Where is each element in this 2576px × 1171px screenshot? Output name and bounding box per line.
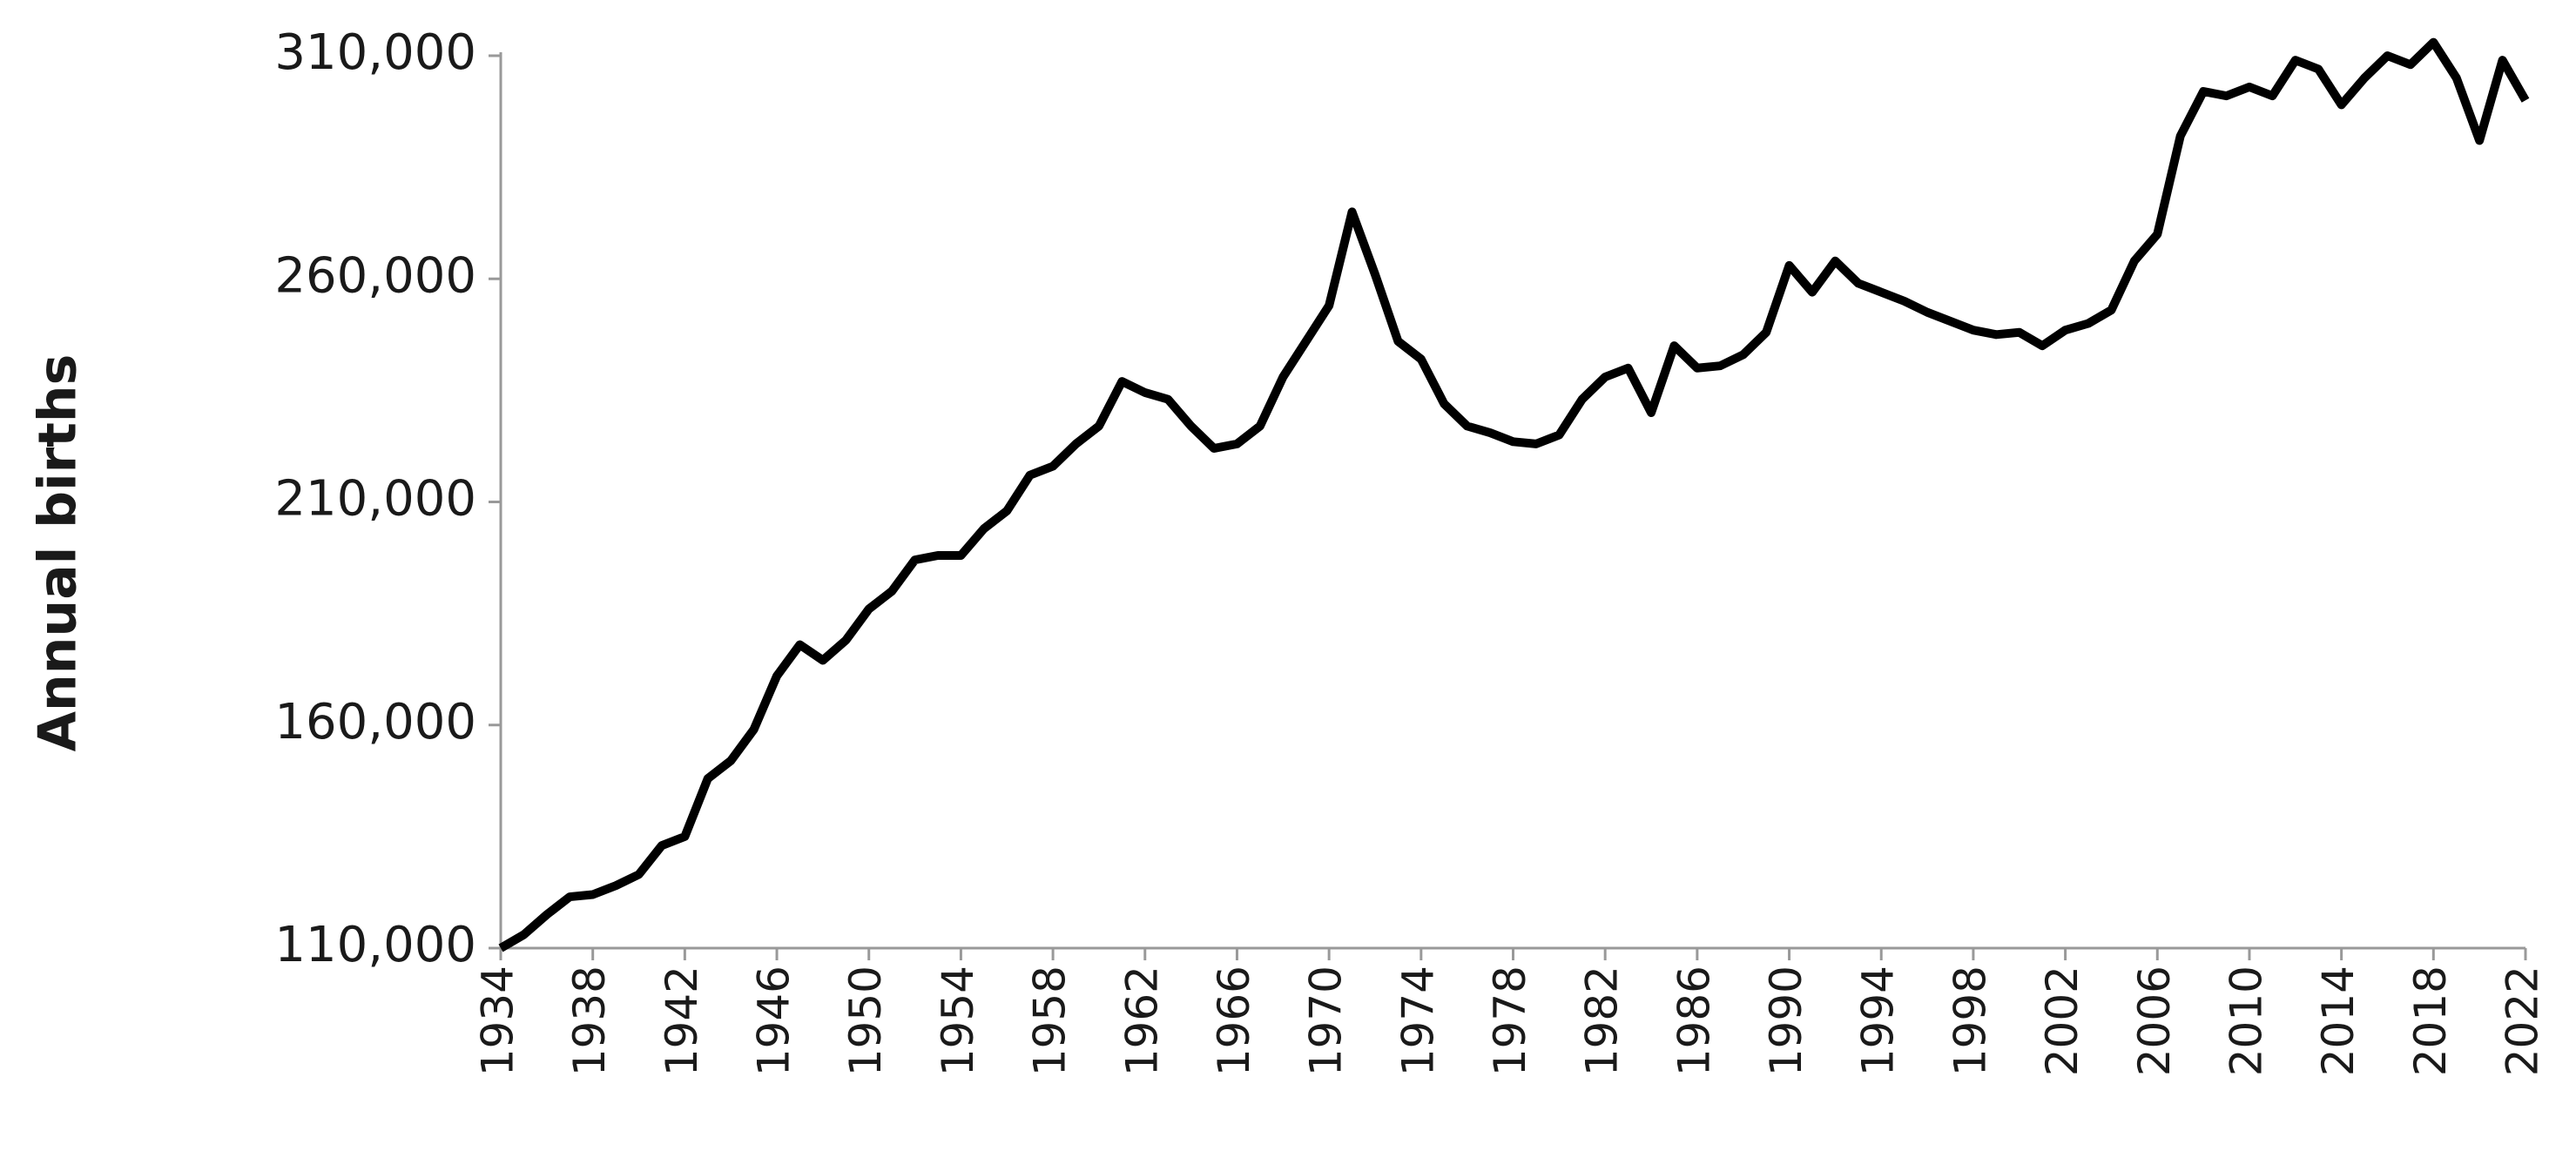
x-tick-label: 2014 xyxy=(2313,966,2364,1076)
x-tick-label: 1974 xyxy=(1393,966,1443,1076)
x-tick-label: 1934 xyxy=(473,966,523,1076)
y-tick-label: 310,000 xyxy=(274,24,476,81)
x-tick-label: 2010 xyxy=(2221,966,2271,1076)
x-tick-label: 2018 xyxy=(2405,966,2456,1076)
x-tick-label: 1962 xyxy=(1116,966,1167,1076)
x-tick-label: 1970 xyxy=(1301,966,1352,1076)
x-tick-label: 1938 xyxy=(564,966,615,1076)
y-axis-title: Annual births xyxy=(28,354,89,752)
y-tick-label: 110,000 xyxy=(274,917,476,973)
y-tick-label: 210,000 xyxy=(274,471,476,528)
x-tick-label: 1942 xyxy=(657,966,707,1076)
y-tick-label: 260,000 xyxy=(274,247,476,304)
x-tick-label: 2006 xyxy=(2129,966,2180,1076)
x-tick-label: 1946 xyxy=(749,966,799,1076)
x-tick-label: 2022 xyxy=(2498,966,2548,1076)
line xyxy=(498,37,2530,952)
x-tick-label: 1978 xyxy=(1485,966,1535,1076)
x-tick-label: 1994 xyxy=(1853,966,1904,1076)
x-tick-label: 1958 xyxy=(1025,966,1076,1076)
x-tick-label: 1982 xyxy=(1577,966,1628,1076)
x-tick-label: 1998 xyxy=(1945,966,1995,1076)
x-tick-label: 1950 xyxy=(840,966,891,1076)
x-tick-label: 1986 xyxy=(1669,966,1719,1076)
x-tick-label: 1966 xyxy=(1209,966,1259,1076)
x-tick-label: 1990 xyxy=(1761,966,1811,1076)
x-tick-label: 1954 xyxy=(933,966,983,1076)
y-tick-label: 160,000 xyxy=(274,694,476,750)
x-tick-label: 2002 xyxy=(2037,966,2087,1076)
